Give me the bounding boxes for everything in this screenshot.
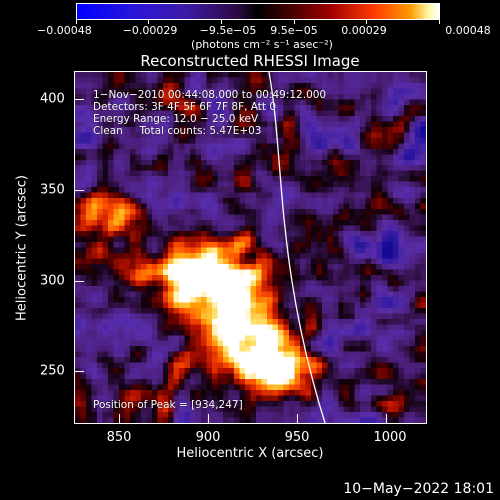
- y-tick-mark: [74, 371, 84, 372]
- colorbar-units: (photons cm⁻² s⁻¹ asec⁻²): [191, 38, 333, 51]
- x-tick-mark: [386, 414, 387, 424]
- x-tick-mark: [119, 414, 120, 424]
- y-tick-label: 300: [40, 273, 65, 289]
- colorbar-tick-label: −9.5e−05: [199, 24, 257, 37]
- colorbar-tick: [148, 20, 149, 24]
- x-tick-label: 1000: [373, 430, 407, 445]
- colorbar: [76, 3, 440, 20]
- info-line: Energy Range: 12.0 − 25.0 keV: [93, 113, 259, 125]
- plot-title: Reconstructed RHESSI Image: [140, 52, 360, 70]
- colorbar-tick: [76, 20, 77, 24]
- image-plot-area: 1−Nov−2010 00:44:08.000 to 00:49:12.000 …: [74, 71, 427, 424]
- colorbar-tick-label: 0.00029: [341, 24, 387, 37]
- colorbar-tick: [439, 20, 440, 24]
- reconstructed-image: [75, 72, 426, 423]
- colorbar-tick-label: 9.5e−05: [270, 24, 318, 37]
- x-tick-mark: [297, 414, 298, 424]
- info-line: Detectors: 3F 4F 5F 6F 7F 8F, Att 0: [93, 101, 277, 113]
- x-tick-label: 950: [284, 430, 310, 445]
- x-tick-label: 900: [195, 430, 221, 445]
- info-line: Clean Total counts: 5.47E+03: [93, 125, 262, 137]
- colorbar-tick-label: −0.00029: [122, 24, 178, 37]
- render-timestamp: 10−May−2022 18:01: [343, 481, 494, 497]
- colorbar-tick: [366, 20, 367, 24]
- x-axis-label: Heliocentric X (arcsec): [176, 446, 324, 461]
- colorbar-tick: [294, 20, 295, 24]
- solar-limb-line: [268, 72, 326, 423]
- peak-position-label: Position of Peak = [934,247]: [93, 399, 243, 411]
- y-tick-label: 350: [40, 182, 65, 198]
- y-tick-mark: [74, 281, 84, 282]
- y-axis-label: Heliocentric Y (arcsec): [14, 175, 30, 321]
- colorbar-tick-label: 0.00048: [445, 24, 491, 37]
- y-tick-label: 250: [40, 363, 65, 379]
- x-tick-mark: [208, 414, 209, 424]
- y-tick-mark: [74, 99, 84, 100]
- y-tick-label: 400: [40, 91, 65, 107]
- colorbar-tick: [221, 20, 222, 24]
- x-tick-label: 850: [106, 430, 132, 445]
- info-line: 1−Nov−2010 00:44:08.000 to 00:49:12.000: [93, 89, 327, 101]
- colorbar-tick-label: −0.00048: [37, 24, 92, 37]
- y-tick-mark: [74, 190, 84, 191]
